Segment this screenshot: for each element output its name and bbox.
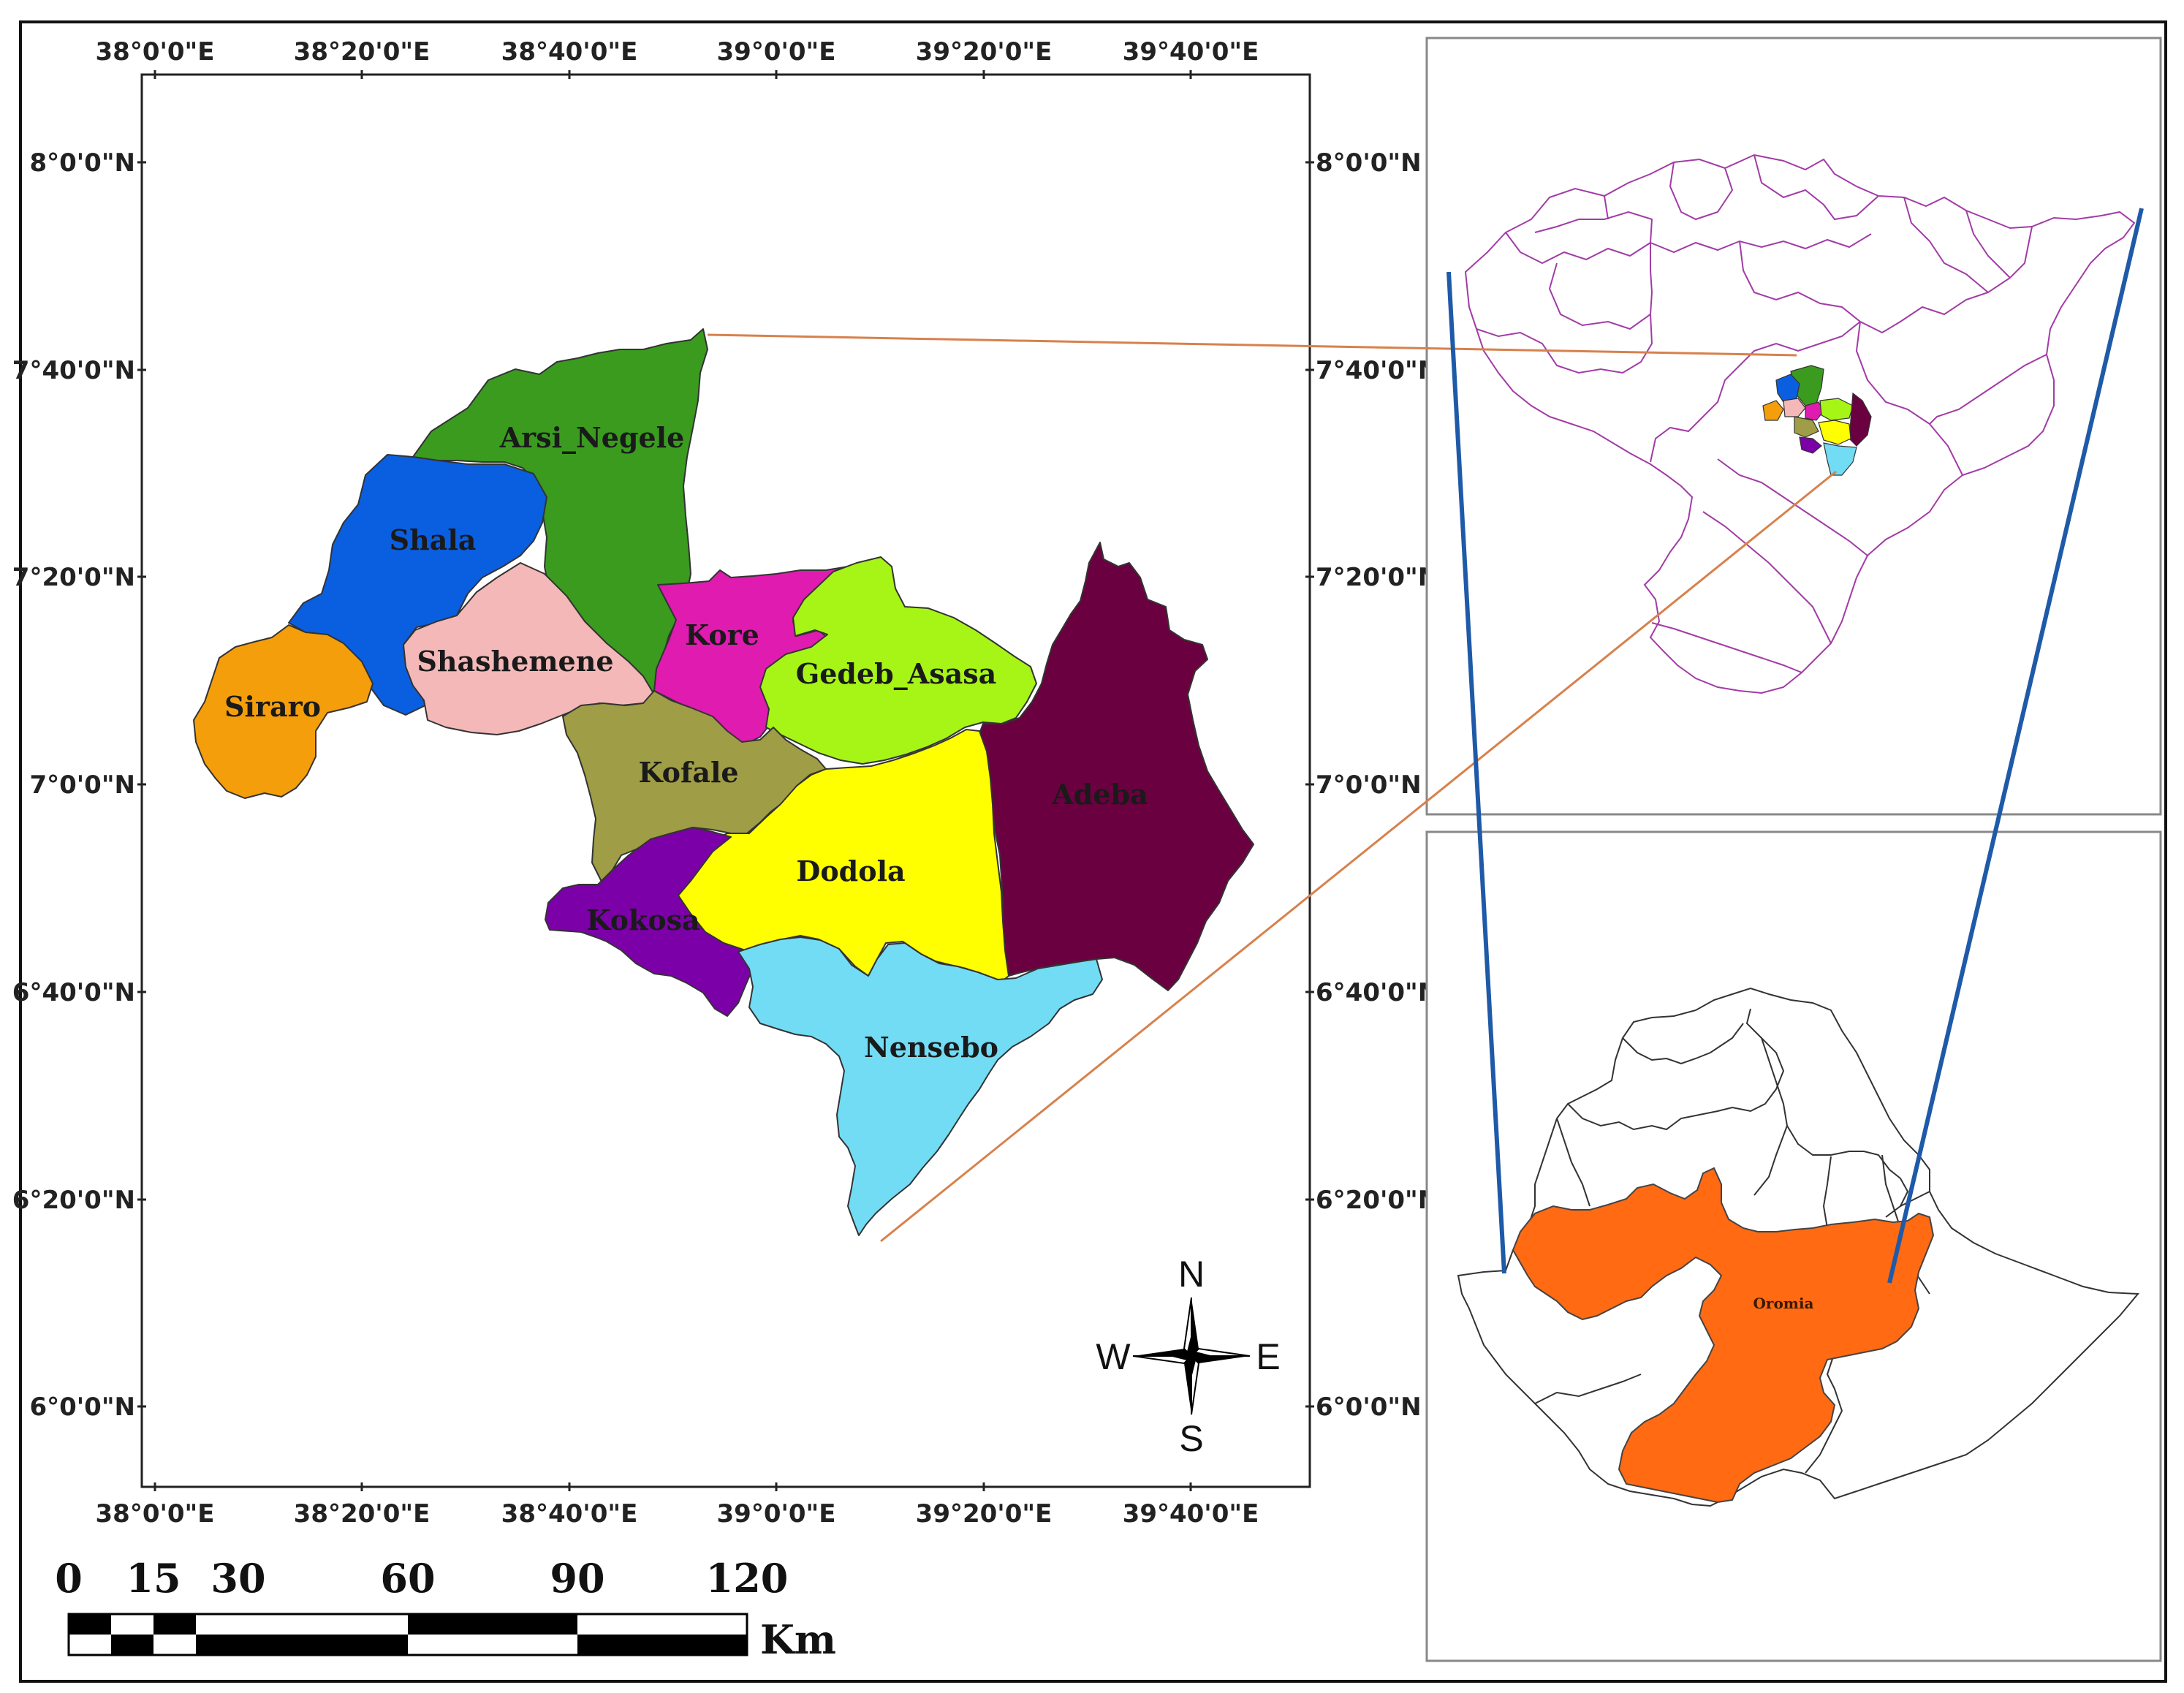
y-axis-left: 8°0'0"N 7°40'0"N 7°20'0"N 7°0'0"N 6°40'0… bbox=[12, 148, 146, 1422]
scale-label: 60 bbox=[380, 1555, 435, 1602]
y-tick-label: 7°20'0"N bbox=[12, 563, 135, 592]
blue-connector-left bbox=[1446, 271, 1506, 1274]
compass-n: N bbox=[1178, 1254, 1205, 1295]
x-tick-label: 39°20'0"E bbox=[916, 37, 1053, 67]
label-siraro: Siraro bbox=[224, 690, 321, 723]
y-tick-label: 7°0'0"N bbox=[1316, 770, 1422, 800]
y-tick-label: 7°0'0"N bbox=[29, 770, 135, 800]
north-arrow: N S E W bbox=[1096, 1254, 1280, 1459]
scale-label: 90 bbox=[550, 1555, 604, 1602]
x-axis-bottom: 38°0'0"E 38°20'0"E 38°40'0"E 39°0'0"E 39… bbox=[96, 1482, 1259, 1529]
connector-lines bbox=[707, 208, 2144, 1284]
x-tick-label: 38°40'0"E bbox=[501, 1499, 638, 1529]
inset-oromia-study-area bbox=[1762, 365, 1872, 476]
x-tick-label: 38°0'0"E bbox=[96, 1499, 215, 1529]
x-tick-label: 38°40'0"E bbox=[501, 37, 638, 67]
y-tick-label: 6°20'0"N bbox=[1316, 1186, 1438, 1215]
scale-label: 30 bbox=[211, 1555, 265, 1602]
district-adeba bbox=[971, 542, 1254, 991]
label-arsi-negele: Arsi_Negele bbox=[499, 421, 685, 454]
y-tick-label: 6°20'0"N bbox=[12, 1186, 135, 1215]
y-tick-label: 7°40'0"N bbox=[1316, 356, 1438, 385]
label-oromia: Oromia bbox=[1753, 1295, 1813, 1312]
y-tick-label: 6°40'0"N bbox=[12, 978, 135, 1007]
x-tick-label: 39°40'0"E bbox=[1123, 37, 1259, 67]
label-dodola: Dodola bbox=[796, 855, 905, 887]
x-tick-label: 39°40'0"E bbox=[1123, 1499, 1259, 1529]
compass-e: E bbox=[1256, 1336, 1280, 1377]
district-nensebo bbox=[738, 936, 1103, 1236]
orange-connector-top bbox=[707, 333, 1797, 357]
label-kofale: Kofale bbox=[638, 756, 738, 789]
scale-unit: Km bbox=[760, 1616, 836, 1663]
y-tick-label: 6°0'0"N bbox=[1316, 1393, 1422, 1422]
label-shala: Shala bbox=[390, 523, 477, 556]
district-kofale bbox=[562, 690, 827, 885]
figure-frame bbox=[19, 20, 2167, 1683]
inset-oromia-outline bbox=[1464, 154, 2136, 694]
x-tick-label: 39°20'0"E bbox=[916, 1499, 1053, 1529]
scale-label: 15 bbox=[126, 1555, 181, 1602]
compass-s: S bbox=[1179, 1418, 1203, 1459]
label-kokosa: Kokosa bbox=[586, 904, 699, 936]
label-nensebo: Nensebo bbox=[864, 1031, 998, 1064]
y-tick-label: 8°0'0"N bbox=[29, 148, 135, 178]
y-tick-label: 7°40'0"N bbox=[12, 356, 135, 385]
y-tick-label: 6°0'0"N bbox=[29, 1393, 135, 1422]
district-siraro bbox=[193, 624, 374, 799]
y-axis-right: 8°0'0"N 7°40'0"N 7°20'0"N 7°0'0"N 6°40'0… bbox=[1305, 148, 1438, 1422]
label-adeba: Adeba bbox=[1051, 778, 1148, 811]
y-tick-label: 6°40'0"N bbox=[1316, 978, 1438, 1007]
label-gedeb-asasa: Gedeb_Asasa bbox=[796, 657, 996, 690]
y-tick-label: 8°0'0"N bbox=[1316, 148, 1422, 178]
x-tick-label: 38°20'0"E bbox=[294, 1499, 431, 1529]
scale-label: 120 bbox=[706, 1555, 789, 1602]
scale-label: 0 bbox=[55, 1555, 83, 1602]
x-tick-label: 39°0'0"E bbox=[717, 1499, 836, 1529]
district-gedeb-asasa bbox=[759, 556, 1037, 765]
compass-w: W bbox=[1096, 1336, 1131, 1377]
label-shashemene: Shashemene bbox=[417, 645, 613, 678]
label-kore: Kore bbox=[685, 618, 759, 651]
x-tick-label: 39°0'0"E bbox=[717, 37, 836, 67]
x-tick-label: 38°0'0"E bbox=[96, 37, 215, 67]
blue-connector-right bbox=[1887, 208, 2144, 1284]
district-kokosa bbox=[545, 827, 768, 1017]
district-labels: Arsi_Negele Shala Shashemene Siraro Kore… bbox=[224, 421, 1148, 1064]
x-axis-top: 38°0'0"E 38°20'0"E 38°40'0"E 39°0'0"E 39… bbox=[96, 37, 1259, 79]
scale-bar: 0 15 30 60 90 120 Km bbox=[55, 1555, 836, 1663]
orange-connector-bottom bbox=[880, 470, 1837, 1243]
district-polygons bbox=[193, 328, 1254, 1236]
x-tick-label: 38°20'0"E bbox=[294, 37, 431, 67]
inset-oromia-frame bbox=[1425, 37, 2162, 816]
y-tick-label: 7°20'0"N bbox=[1316, 563, 1438, 592]
oromia-region bbox=[1512, 1167, 1935, 1504]
